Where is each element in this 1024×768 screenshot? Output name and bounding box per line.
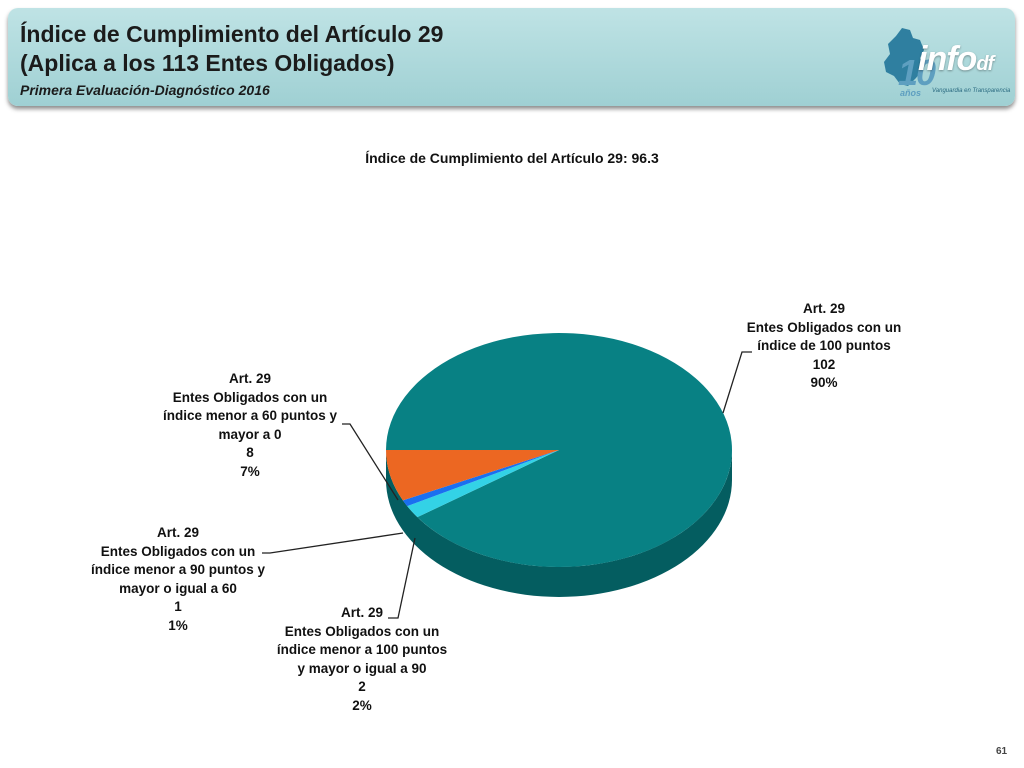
label-percent: 90% xyxy=(810,375,838,390)
label-line: Entes Obligados con un xyxy=(746,319,902,335)
label-percent: 7% xyxy=(240,463,260,479)
logo-years: años xyxy=(900,88,922,98)
label-100-puntos: Art. 29 Entes Obligados con un índice de… xyxy=(724,300,924,393)
label-line: Entes Obligados con un xyxy=(284,623,440,639)
pie-3d-depth xyxy=(386,450,732,597)
label-line: índice menor a 60 puntos y xyxy=(162,408,338,423)
label-line: mayor a 0 xyxy=(218,426,282,442)
logo-brand-main: info xyxy=(918,40,977,78)
logo-brand-suffix: df xyxy=(976,53,994,75)
page-title-line1: Índice de Cumplimiento del Artículo 29 xyxy=(20,21,444,47)
label-value: 1 xyxy=(174,599,182,614)
label-value: 8 xyxy=(246,445,254,460)
page-subtitle: Primera Evaluación-Diagnóstico 2016 xyxy=(20,82,270,98)
pie-slice xyxy=(402,450,559,507)
label-line: Art. 29 xyxy=(340,605,384,620)
page-title-line2: (Aplica a los 113 Entes Obligados) xyxy=(20,50,395,76)
label-percent: 2% xyxy=(352,697,372,713)
label-line: Entes Obligados con un xyxy=(172,389,328,405)
label-lt90-puntos: Art. 29 Entes Obligados con un índice me… xyxy=(78,524,278,635)
label-lt60-puntos: Art. 29 Entes Obligados con un índice me… xyxy=(150,370,350,481)
logo-number: 10 xyxy=(898,52,936,93)
leader-line-lt100 xyxy=(388,537,416,619)
infodf-logo: 10 años infodf Vanguardia en Transparenc… xyxy=(874,22,1014,102)
label-percent: 1% xyxy=(168,617,188,633)
header-banner: Índice de Cumplimiento del Artículo 29 (… xyxy=(8,8,1015,106)
label-line: mayor o igual a 60 xyxy=(119,580,237,596)
leader-line-100 xyxy=(722,351,752,414)
label-line: Entes Obligados con un xyxy=(100,543,256,559)
pie-slice-depth xyxy=(386,450,732,597)
label-line: Art. 29 xyxy=(228,371,272,386)
logo-tagline: Vanguardia en Transparencia xyxy=(932,88,1011,94)
pie-slice xyxy=(386,450,559,501)
label-line: índice de 100 puntos xyxy=(757,338,891,353)
page-title: Índice de Cumplimiento del Artículo 29 (… xyxy=(20,20,443,78)
pie-slice xyxy=(407,450,559,518)
chart-title: Índice de Cumplimiento del Artículo 29: … xyxy=(365,150,659,166)
label-line: índice menor a 90 puntos y xyxy=(90,562,266,577)
pie-slices xyxy=(386,333,732,567)
page-number: 61 xyxy=(996,746,1008,757)
label-line: Art. 29 xyxy=(802,301,846,316)
label-line: índice menor a 100 puntos xyxy=(276,642,448,657)
label-value: 2 xyxy=(358,679,366,694)
logo-brand: infodf xyxy=(918,40,994,79)
leader-lines xyxy=(262,351,752,619)
label-value: 102 xyxy=(812,356,836,372)
leader-line-lt90 xyxy=(262,532,404,554)
label-lt100-puntos: Art. 29 Entes Obligados con un índice me… xyxy=(262,604,462,715)
label-line: y mayor o igual a 90 xyxy=(297,660,427,676)
leader-line-lt60 xyxy=(342,423,399,501)
label-line: Art. 29 xyxy=(156,525,200,540)
map-icon xyxy=(884,28,924,86)
